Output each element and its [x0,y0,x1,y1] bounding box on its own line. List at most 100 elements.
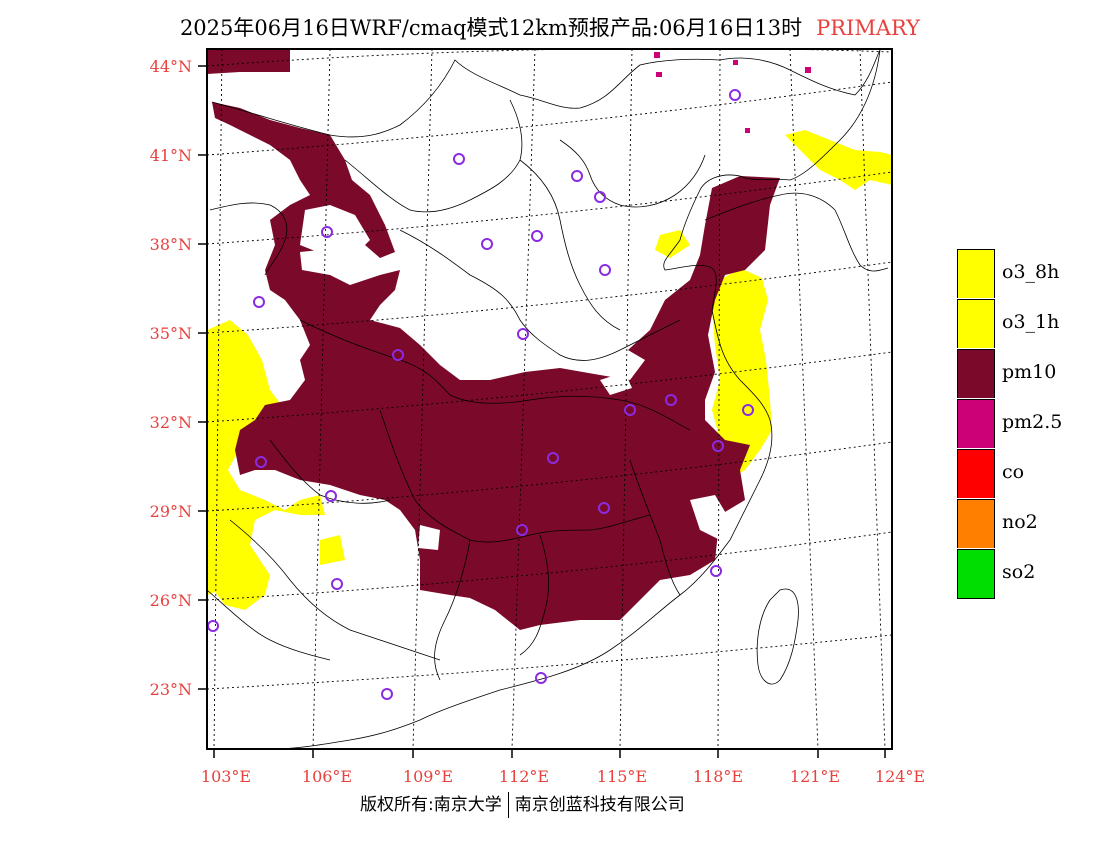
lat-label: 29°N [150,502,192,521]
station-marker [624,404,636,416]
grid-lat-35 [207,261,892,334]
grid-lat-23 [207,634,892,690]
legend-label: o3_1h [1002,311,1060,333]
legend-swatch [957,399,995,448]
boundary-province-8 [434,539,471,681]
grid-lon-106 [312,49,331,749]
pm10-region-north [207,49,290,74]
grid-lat-26 [207,531,892,601]
station-marker [729,89,741,101]
pm10-region-main [212,102,780,630]
lon-label: 115°E [597,767,647,786]
grid-lon-115 [619,49,633,749]
lon-label: 112°E [499,767,549,786]
boundary-province-14 [704,192,889,272]
station-marker [571,170,583,182]
station-marker [381,688,393,700]
lat-label: 23°N [150,680,192,699]
legend-item-o3-1h: o3_1h [957,299,1100,349]
lat-label: 38°N [150,235,192,254]
clear-area-fujian [690,495,730,540]
grid-lon-103 [213,49,223,749]
pm25-cell [654,52,660,58]
boundary-province-5 [379,409,651,543]
legend-item-o3-8h: o3_8h [957,249,1100,299]
boundary-taiwan [756,588,799,685]
lat-label: 44°N [150,57,192,76]
grid-lon-124 [859,49,886,749]
lat-label: 41°N [150,146,192,165]
map-content [207,49,892,749]
station-marker [547,452,559,464]
boundary-coast-north [663,49,881,311]
lon-label: 121°E [790,767,840,786]
clear-areas [300,205,730,550]
o3-region-bohai [655,230,690,258]
pm25-cell [733,60,738,65]
clear-area-hubei-north [600,372,632,395]
station-marker [321,226,333,238]
legend-swatch [957,349,995,398]
map-frame [206,48,893,750]
footer-right: 南京创蓝科技有限公司 [514,795,685,815]
station-marker [516,524,528,536]
lon-label: 124°E [875,767,925,786]
boundary-coast-east [279,309,773,749]
legend: o3_8h o3_1h pm10 pm2.5 co no2 so2 [957,249,1100,599]
pm10-region-jiangsu [660,370,690,400]
graticule [207,49,892,749]
o3-region-coast [712,268,772,480]
o3-region-west [207,320,345,610]
station-marker [392,349,404,361]
boundaries [207,49,889,749]
station-marker [453,153,465,165]
footer-separator [507,792,509,818]
o3-regions [207,130,892,610]
legend-swatch [957,499,995,548]
boundary-province-3 [519,159,621,331]
lon-label: 106°E [302,767,352,786]
station-marker [535,672,547,684]
legend-label: no2 [1002,511,1038,533]
map-title: 2025年06月16日WRF/cmaq模式12km预报产品:06月16日13时 P… [0,12,1100,42]
grid-lon-109 [412,49,433,749]
station-marker [710,565,722,577]
pm25-cell [805,67,811,73]
legend-item-no2: no2 [957,499,1100,549]
grid-lon-112 [511,49,536,749]
latitude-labels: 44°N 41°N 38°N 35°N 32°N 29°N 26°N 23°N [150,57,192,699]
legend-label: pm2.5 [1002,411,1063,433]
station-marker [598,502,610,514]
grid-lon-121 [789,49,819,749]
boundary-province-13 [209,202,288,276]
station-marker [481,238,493,250]
boundary-province-10 [229,519,441,661]
grid-lat-32 [207,351,892,423]
pm10-regions [207,49,780,630]
lat-label: 26°N [150,591,192,610]
legend-label: o3_8h [1002,261,1060,283]
station-marker [742,404,754,416]
station-marker [599,264,611,276]
title-main: 2025年06月16日WRF/cmaq模式12km预报产品:06月16日13时 [179,16,803,40]
grid-lat-44 [207,49,892,67]
title-primary-tag: PRIMARY [816,16,921,40]
clear-area-hunan [418,525,440,550]
legend-swatch [957,549,995,599]
boundary-north [211,49,881,138]
grid-lat-41 [207,81,892,156]
boundary-province-7 [519,534,549,656]
station-marker [665,394,677,406]
legend-label: so2 [1002,561,1036,583]
lon-label: 118°E [693,767,743,786]
legend-label: pm10 [1002,361,1057,383]
pm25-cell [656,72,662,77]
lat-label: 32°N [150,413,192,432]
boundary-province-6 [269,439,391,504]
o3-region-northeast [785,130,892,190]
grid-lat-29 [207,441,892,512]
pm25-cell [745,128,750,133]
grid-lat-38 [207,171,892,245]
station-marker [255,456,267,468]
legend-swatch [957,249,995,298]
